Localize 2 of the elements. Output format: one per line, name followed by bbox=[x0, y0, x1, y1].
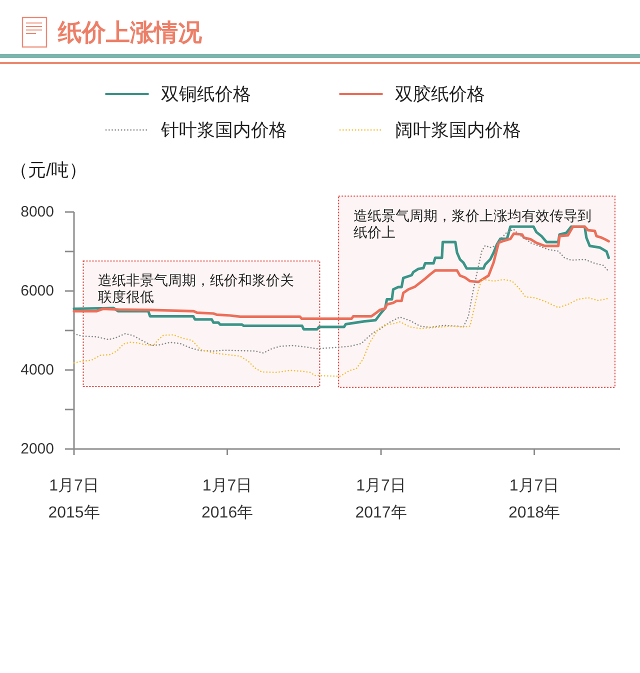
title: 纸价上涨情况 bbox=[58, 20, 202, 46]
ylabel: （元/吨） bbox=[10, 160, 88, 180]
